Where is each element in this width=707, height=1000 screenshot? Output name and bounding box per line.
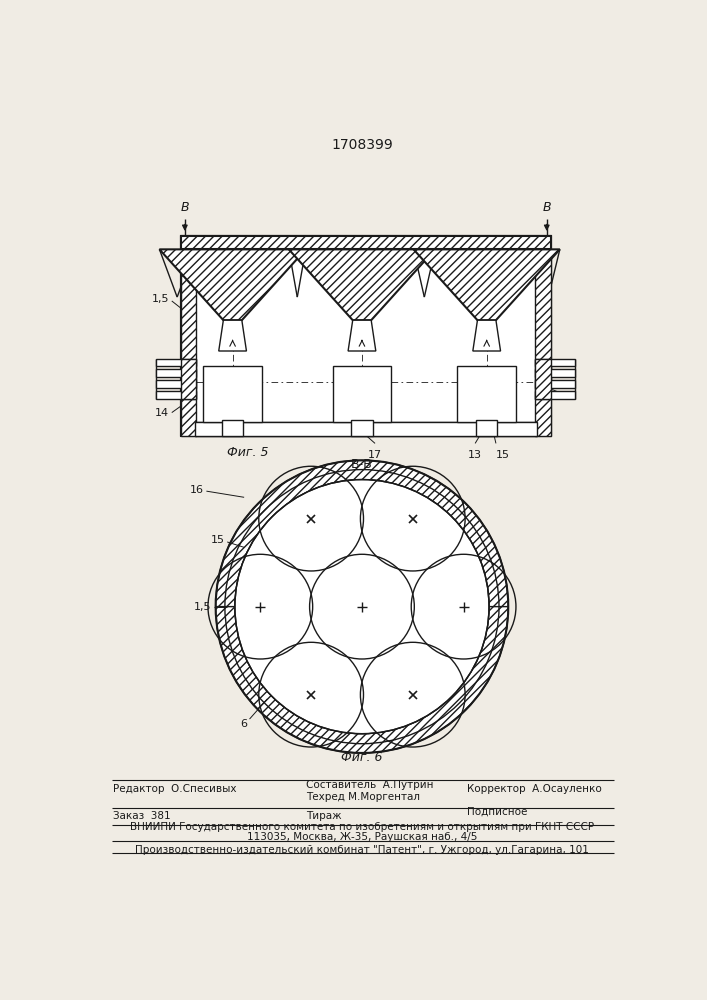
Text: Составитель  А.Путрин: Составитель А.Путрин — [305, 780, 433, 790]
Bar — [535, 249, 551, 436]
Polygon shape — [218, 320, 247, 351]
Text: 13: 13 — [468, 450, 482, 460]
Bar — [333, 366, 391, 422]
Bar — [204, 366, 262, 422]
Polygon shape — [288, 249, 435, 320]
Bar — [181, 249, 197, 436]
Bar — [195, 422, 537, 436]
Polygon shape — [160, 249, 305, 320]
Text: Редактор  О.Спесивых: Редактор О.Спесивых — [113, 784, 237, 794]
Polygon shape — [216, 607, 508, 753]
Polygon shape — [473, 320, 501, 351]
Bar — [181, 359, 197, 399]
Text: 6: 6 — [240, 719, 247, 729]
Text: 1,5: 1,5 — [152, 294, 170, 304]
Circle shape — [235, 480, 489, 734]
Bar — [457, 366, 516, 422]
Text: В: В — [542, 201, 551, 214]
Text: Фиг. 5: Фиг. 5 — [227, 446, 269, 459]
Bar — [181, 235, 551, 436]
Bar — [156, 359, 197, 366]
Polygon shape — [216, 460, 508, 607]
Text: 15: 15 — [211, 535, 225, 545]
Bar — [476, 420, 498, 436]
Bar — [535, 391, 575, 399]
Text: Техред М.Моргентал: Техред М.Моргентал — [305, 792, 420, 802]
Bar — [222, 420, 243, 436]
Text: Заказ  381: Заказ 381 — [113, 811, 171, 821]
Text: 16: 16 — [190, 485, 204, 495]
Bar — [535, 359, 551, 399]
Bar — [156, 369, 197, 377]
Text: 1708399: 1708399 — [331, 138, 393, 152]
Text: Тираж: Тираж — [305, 811, 341, 821]
Text: 1,5: 1,5 — [194, 602, 212, 612]
Bar — [351, 420, 373, 436]
Text: Производственно-издательский комбинат "Патент", г. Ужгород, ул.Гагарина, 101: Производственно-издательский комбинат "П… — [135, 845, 589, 855]
Text: ВНИИПИ Государственного комитета по изобретениям и открытиям при ГКНТ СССР: ВНИИПИ Государственного комитета по изоб… — [130, 822, 594, 832]
Text: 6: 6 — [568, 392, 575, 402]
Bar — [535, 359, 575, 366]
Text: 14: 14 — [156, 408, 170, 418]
Polygon shape — [414, 249, 560, 320]
Bar — [181, 235, 551, 249]
Text: 113035, Москва, Ж-35, Раушская наб., 4/5: 113035, Москва, Ж-35, Раушская наб., 4/5 — [247, 832, 477, 842]
Text: В-В: В-В — [351, 458, 373, 471]
Text: Фиг. 6: Фиг. 6 — [341, 751, 382, 764]
Text: 15: 15 — [496, 450, 510, 460]
Text: Подписное: Подписное — [467, 806, 528, 816]
Bar — [156, 391, 197, 399]
Text: Корректор  А.Осауленко: Корректор А.Осауленко — [467, 784, 602, 794]
Text: 17: 17 — [368, 450, 382, 460]
Bar — [156, 380, 197, 388]
Bar — [535, 369, 575, 377]
Bar — [535, 380, 575, 388]
Text: В: В — [180, 201, 189, 214]
Polygon shape — [348, 320, 376, 351]
